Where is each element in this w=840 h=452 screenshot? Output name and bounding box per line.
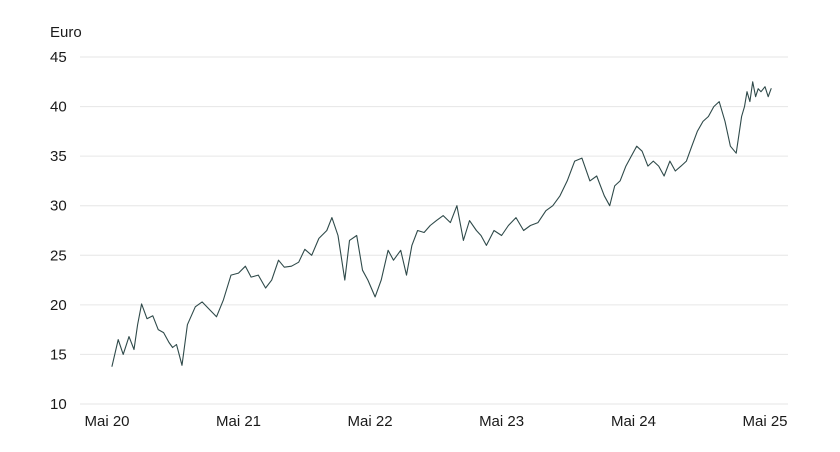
- y-tick-label: 35: [50, 148, 67, 165]
- y-tick-label: 40: [50, 99, 67, 116]
- y-tick-label: 10: [50, 396, 67, 413]
- x-tick-label: Mai 22: [348, 413, 393, 430]
- x-tick-label: Mai 23: [479, 413, 524, 430]
- y-tick-label: 25: [50, 247, 67, 264]
- x-axis-ticks: Mai 20 Mai 21 Mai 22 Mai 23 Mai 24 Mai 25: [84, 413, 787, 430]
- x-tick-label: Mai 21: [216, 413, 261, 430]
- series-group: [111, 81, 772, 367]
- x-tick-label: Mai 24: [611, 413, 656, 430]
- grid-lines: [80, 56, 788, 405]
- y-tick-label: 45: [50, 49, 67, 66]
- x-tick-label: Mai 20: [84, 413, 129, 430]
- y-tick-label: 15: [50, 346, 67, 363]
- x-tick-label: Mai 25: [742, 413, 787, 430]
- y-tick-label: 20: [50, 297, 67, 314]
- y-tick-label: 30: [50, 198, 67, 215]
- y-axis-ticks: 45 40 35 30 25 20 15 10: [50, 49, 67, 413]
- price-series-line: [111, 81, 772, 367]
- y-axis-label: Euro: [50, 24, 82, 41]
